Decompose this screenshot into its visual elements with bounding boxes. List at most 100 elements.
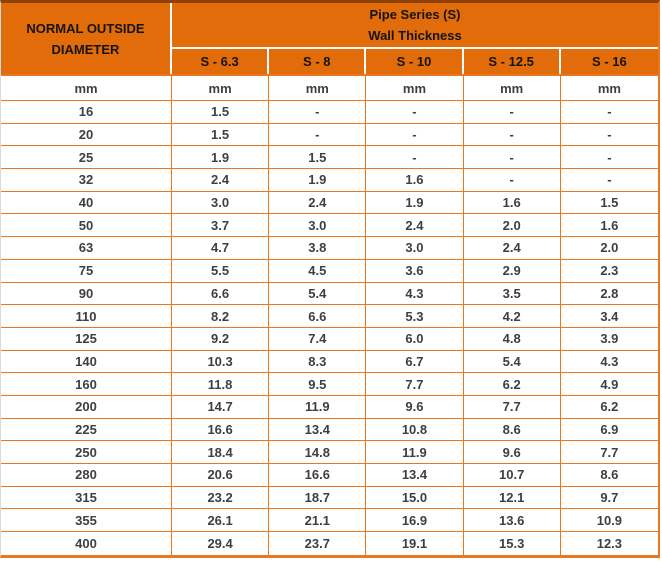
thickness-cell: 15.0 <box>366 486 464 510</box>
thickness-cell: 9.6 <box>463 441 561 464</box>
thickness-cell: 3.0 <box>366 237 464 260</box>
thickness-cell: 4.3 <box>366 282 464 306</box>
thickness-cell: 4.7 <box>172 237 270 260</box>
thickness-cell: 13.4 <box>269 418 367 442</box>
thickness-cell: 1.5 <box>269 146 367 170</box>
thickness-cell: 5.4 <box>463 350 561 374</box>
diameter-cell: 125 <box>1 327 172 351</box>
units-row: mm mm mm mm mm mm <box>1 74 658 101</box>
table-row: 125 9.2 7.4 6.0 4.8 3.9 <box>1 327 658 351</box>
thickness-cell: - <box>463 146 561 170</box>
group-header-line1: Pipe Series (S) <box>369 7 461 22</box>
series-header-s6-3: S - 6.3 <box>172 49 270 74</box>
thickness-cell: 1.6 <box>560 214 658 238</box>
thickness-cell: 18.7 <box>269 486 367 510</box>
diameter-cell: 250 <box>1 441 172 464</box>
thickness-cell: - <box>560 124 658 147</box>
thickness-cell: 9.2 <box>172 327 270 351</box>
thickness-cell: 3.9 <box>560 328 658 351</box>
table-row: 25 1.9 1.5- - - <box>1 146 658 170</box>
thickness-cell: 1.5 <box>172 123 270 147</box>
thickness-cell: 4.3 <box>560 351 658 374</box>
thickness-cell: - <box>463 123 561 147</box>
diameter-cell: 75 <box>1 259 172 283</box>
thickness-cell: 6.2 <box>463 373 561 396</box>
thickness-cell: 10.9 <box>560 509 658 533</box>
thickness-cell: 1.5 <box>172 101 270 124</box>
unit-cell: mm <box>463 74 561 101</box>
table-body: 16 1.5- - - -20 1.5- - - -25 1.9 1.5- - -32 2.4 1.9 1.6… <box>1 101 658 555</box>
corner-header-line2: DIAMETER <box>51 41 120 57</box>
diameter-cell: 140 <box>1 350 172 374</box>
thickness-cell: 10.7 <box>463 464 561 487</box>
table-row: 75 5.5 4.5 3.6 2.9 2.3 <box>1 259 658 283</box>
table-row: 32 2.4 1.9 1.6- - <box>1 169 658 192</box>
thickness-cell: 2.4 <box>172 169 270 192</box>
thickness-cell: 2.3 <box>560 260 658 283</box>
thickness-cell: 9.5 <box>269 373 367 396</box>
diameter-cell: 25 <box>1 146 172 170</box>
thickness-cell: 13.6 <box>463 509 561 533</box>
diameter-cell: 110 <box>1 305 172 328</box>
thickness-cell: 21.1 <box>269 509 367 533</box>
unit-cell: mm <box>366 74 464 101</box>
thickness-cell: - <box>560 101 658 124</box>
thickness-cell: 23.2 <box>172 486 270 510</box>
thickness-cell: - <box>560 146 658 170</box>
thickness-cell: 3.4 <box>560 305 658 328</box>
thickness-cell: - <box>463 101 561 124</box>
corner-header: NORMAL OUTSIDE DIAMETER <box>1 3 172 74</box>
table-row: 400 29.4 23.7 19.1 15.3 12.3 <box>1 532 658 555</box>
diameter-cell: 200 <box>1 395 172 419</box>
corner-header-line1: NORMAL OUTSIDE <box>26 20 145 36</box>
thickness-cell: 7.7 <box>366 373 464 396</box>
thickness-cell: - <box>463 169 561 192</box>
diameter-cell: 16 <box>1 101 172 124</box>
unit-cell: mm <box>172 74 270 101</box>
thickness-cell: 23.7 <box>269 532 367 555</box>
thickness-cell: 1.5 <box>560 192 658 215</box>
thickness-cell: 9.6 <box>366 395 464 419</box>
thickness-cell: 1.6 <box>463 191 561 215</box>
thickness-cell: 18.4 <box>172 441 270 464</box>
thickness-cell: 2.0 <box>560 237 658 260</box>
thickness-cell: 1.9 <box>366 191 464 215</box>
thickness-cell: 5.3 <box>366 305 464 328</box>
thickness-cell: 3.7 <box>172 214 270 238</box>
thickness-cell: - <box>560 169 658 192</box>
table-row: 50 3.7 3.0 2.4 2.0 1.6 <box>1 214 658 238</box>
thickness-cell: 5.5 <box>172 259 270 283</box>
diameter-cell: 400 <box>1 532 172 555</box>
thickness-cell: 1.9 <box>269 169 367 192</box>
diameter-cell: 32 <box>1 169 172 192</box>
thickness-cell: 2.4 <box>463 237 561 260</box>
table-row: 250 18.4 14.8 11.9 9.6 7.7 <box>1 441 658 464</box>
thickness-cell: 14.7 <box>172 395 270 419</box>
thickness-cell: 1.6 <box>366 169 464 192</box>
diameter-cell: 50 <box>1 214 172 238</box>
thickness-cell: 2.0 <box>463 214 561 238</box>
thickness-cell: 13.4 <box>366 464 464 487</box>
thickness-cell: - <box>269 123 367 147</box>
thickness-cell: 6.2 <box>560 396 658 419</box>
thickness-cell: 10.3 <box>172 350 270 374</box>
thickness-cell: 9.7 <box>560 487 658 510</box>
thickness-cell: 12.3 <box>596 536 623 552</box>
thickness-cell: 7.7 <box>560 441 658 464</box>
thickness-cell: 4.5 <box>269 259 367 283</box>
thickness-cell: 4.2 <box>463 305 561 328</box>
series-header-s12-5: S - 12.5 <box>463 49 561 74</box>
diameter-cell: 40 <box>1 191 172 215</box>
table-row: 110 8.2 6.6 5.3 4.2 3.4 <box>1 305 658 328</box>
thickness-cell: 4.8 <box>463 327 561 351</box>
thickness-cell: 6.7 <box>366 350 464 374</box>
series-header-s16: S - 16 <box>560 49 658 74</box>
table-row: 280 20.6 16.6 13.4 10.7 8.6 <box>1 464 658 487</box>
diameter-cell: 315 <box>1 486 172 510</box>
unit-cell: mm <box>560 74 658 101</box>
diameter-cell: 160 <box>1 373 172 396</box>
thickness-cell: 3.0 <box>172 191 270 215</box>
thickness-cell: 15.3 <box>464 532 561 555</box>
thickness-cell: 2.9 <box>463 259 561 283</box>
thickness-cell: 8.6 <box>463 418 561 442</box>
